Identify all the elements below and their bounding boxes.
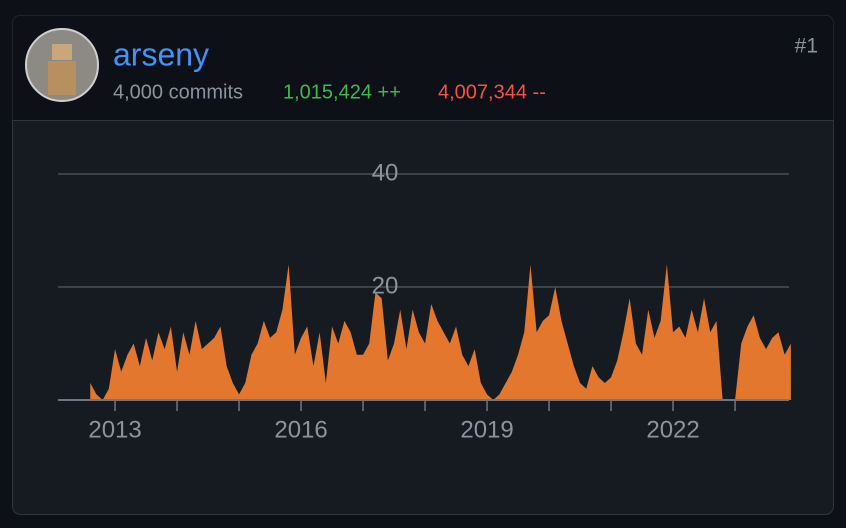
user-name[interactable]: arseny [113, 36, 209, 72]
x-tick-label: 2013 [88, 416, 141, 443]
avatar[interactable] [25, 28, 99, 102]
x-tick-label: 2019 [460, 416, 513, 443]
additions: 1,015,424 ++ [283, 81, 401, 103]
area [90, 264, 791, 400]
avatar-robot-head [52, 44, 72, 60]
rank: #1 [795, 35, 818, 58]
avatar-robot-body [48, 61, 76, 95]
y-tick-label: 40 [372, 159, 399, 186]
card-header [12, 15, 834, 120]
deletions: 4,007,344 -- [438, 81, 546, 103]
commit-count: 4,000 commits [113, 81, 243, 103]
y-tick-label: 20 [372, 272, 399, 299]
x-tick-label: 2022 [646, 416, 699, 443]
x-tick-label: 2016 [274, 416, 327, 443]
